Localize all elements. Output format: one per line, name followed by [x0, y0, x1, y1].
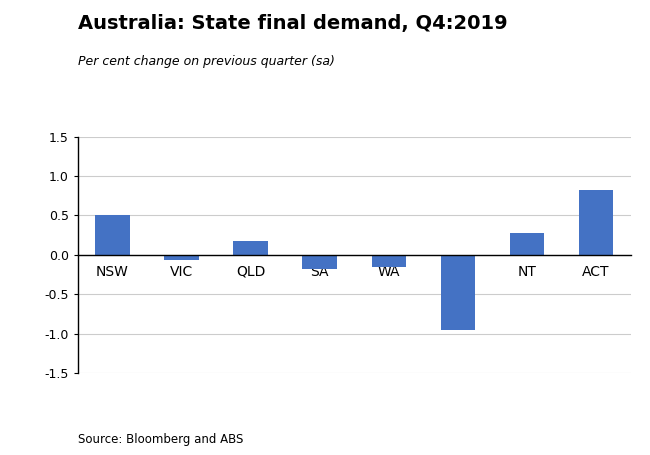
Bar [96, 215, 130, 255]
Text: Australia: State final demand, Q4:2019: Australia: State final demand, Q4:2019 [78, 14, 508, 33]
Bar [372, 255, 406, 268]
Bar [164, 255, 199, 260]
Bar [233, 241, 268, 255]
Text: Per cent change on previous quarter (sa): Per cent change on previous quarter (sa) [78, 55, 335, 68]
Bar [441, 255, 475, 330]
Bar [302, 255, 337, 269]
Bar [578, 190, 613, 255]
Text: Source: Bloomberg and ABS: Source: Bloomberg and ABS [78, 433, 243, 446]
Bar [510, 233, 544, 255]
